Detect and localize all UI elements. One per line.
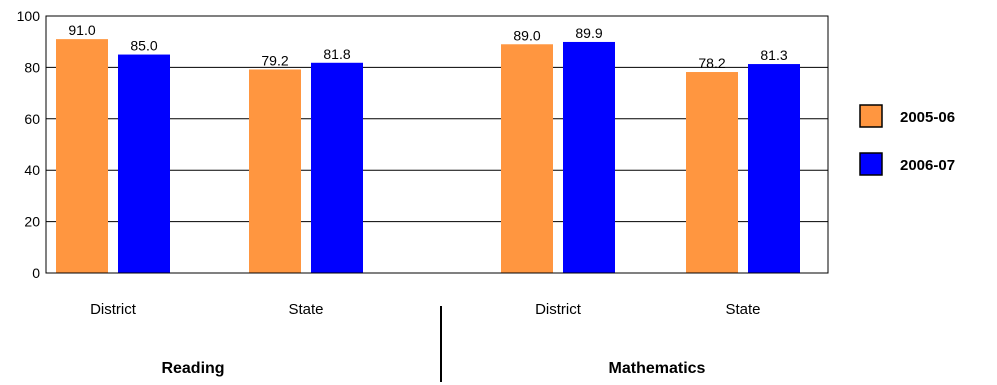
legend-swatch	[859, 152, 883, 176]
plot-area-frame	[45, 15, 829, 274]
bar-2006-07-reading-state	[311, 62, 363, 273]
value-label: 78.2	[698, 55, 725, 71]
y-tick-label: 100	[17, 8, 41, 24]
value-label: 91.0	[68, 22, 95, 38]
y-tick-label: 40	[24, 162, 40, 178]
value-label: 81.3	[760, 47, 787, 63]
bars	[56, 39, 800, 274]
category-label: State	[725, 301, 760, 318]
bar-2006-07-mathematics-district	[563, 41, 615, 273]
legend-label: 2005-06	[900, 109, 955, 126]
bar-2005-06-mathematics-district	[501, 44, 553, 273]
legend-label: 2006-07	[900, 157, 955, 174]
category-labels: District State District State	[90, 301, 760, 318]
y-tick-label: 80	[24, 59, 40, 75]
category-label: District	[90, 301, 137, 318]
y-axis-ticks: 0 20 40 60 80 100	[17, 8, 41, 281]
bar-2005-06-reading-district	[56, 39, 108, 273]
category-label: District	[535, 301, 582, 318]
group-labels: Reading Mathematics	[161, 360, 705, 377]
value-label: 89.9	[575, 25, 602, 41]
y-tick-label: 60	[24, 111, 40, 127]
value-label: 89.0	[513, 27, 540, 43]
bar-2005-06-reading-state	[249, 69, 301, 274]
value-label: 81.8	[323, 46, 350, 62]
y-tick-label: 20	[24, 214, 40, 230]
value-label: 79.2	[261, 52, 288, 68]
bar-2006-07-mathematics-state	[748, 64, 800, 274]
group-label: Mathematics	[609, 360, 706, 377]
bar-2006-07-reading-district	[118, 54, 170, 273]
y-tick-label: 0	[32, 265, 40, 281]
legend: 2005-06 2006-07	[859, 104, 955, 176]
legend-swatch	[859, 104, 883, 128]
bar-2005-06-mathematics-state	[686, 72, 738, 273]
value-labels: 91.0 85.0 79.2 81.8 89.0 89.9 78.2 81.3	[68, 22, 787, 71]
value-label: 85.0	[130, 38, 157, 54]
group-label: Reading	[161, 360, 224, 377]
category-label: State	[288, 301, 323, 318]
